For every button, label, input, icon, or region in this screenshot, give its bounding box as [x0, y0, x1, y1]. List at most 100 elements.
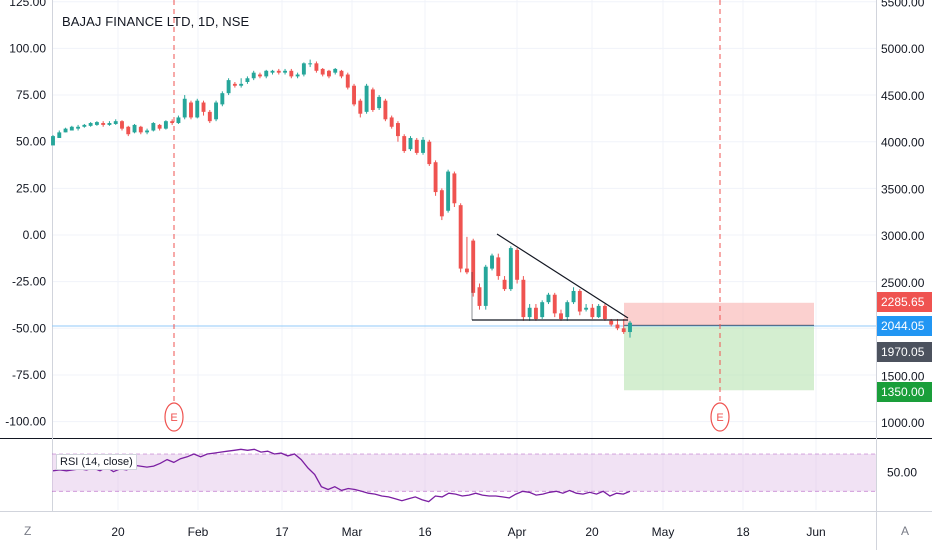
candle-body	[452, 173, 457, 204]
candle-body	[245, 78, 250, 82]
candle-body	[276, 70, 281, 73]
candle-body	[446, 171, 451, 211]
candle-body	[396, 123, 400, 137]
candle-body	[170, 121, 175, 124]
left-axis-tick: 125.00	[9, 0, 46, 9]
earnings-marker-icon	[164, 402, 184, 432]
right-axis-tick: 1000.00	[881, 416, 925, 430]
left-axis-tick: 0.00	[23, 228, 47, 242]
time-axis-tick: Feb	[188, 525, 209, 539]
candle-body	[577, 290, 582, 312]
candle-body	[163, 121, 168, 129]
price-label: 1350.00	[881, 385, 925, 399]
right-axis-tick: 1500.00	[881, 369, 925, 383]
candle-body	[433, 162, 438, 193]
candle-body	[258, 74, 262, 77]
time-axis-tick: 17	[275, 525, 289, 539]
zoom-button[interactable]: Z	[24, 524, 32, 538]
take-profit-zone	[624, 325, 814, 391]
candle-body	[559, 313, 563, 319]
candle-body	[439, 190, 444, 217]
candle-body	[270, 70, 275, 73]
candle-body	[584, 307, 589, 310]
candle-body	[352, 85, 356, 105]
candle-body	[565, 302, 570, 318]
candle-body	[464, 268, 469, 273]
right-axis-tick: 2500.00	[881, 276, 925, 290]
candle-body	[458, 205, 463, 269]
candle-body	[220, 93, 225, 105]
left-axis-tick: 50.00	[16, 135, 46, 149]
candle-body	[364, 85, 369, 112]
candle-body	[333, 68, 338, 73]
candle-body	[320, 68, 325, 75]
price-label-bg	[877, 316, 932, 336]
candle-body	[107, 123, 112, 125]
auto-scale-button[interactable]: A	[901, 524, 910, 538]
rsi-legend[interactable]: RSI (14, close)	[56, 454, 137, 470]
left-axis-tick: 25.00	[16, 181, 46, 195]
candle-body	[421, 139, 425, 153]
candle-body	[621, 328, 626, 333]
candle-body	[157, 124, 162, 129]
candle-body	[189, 102, 193, 118]
candle-body	[327, 70, 331, 77]
candle-body	[408, 137, 413, 150]
price-label: 1970.05	[881, 345, 925, 359]
candle-body	[295, 74, 300, 77]
price-label: 2285.65	[881, 295, 925, 309]
candle-body	[345, 74, 350, 88]
candle-body	[602, 305, 607, 319]
candle-body	[490, 255, 494, 269]
candle-body	[76, 126, 81, 129]
time-axis-tick: 16	[418, 525, 432, 539]
candle-body	[571, 290, 576, 303]
right-axis-tick: 5000.00	[881, 42, 925, 56]
time-axis-tick: 20	[585, 525, 599, 539]
candle-body	[402, 136, 407, 152]
time-axis-tick: Mar	[342, 525, 363, 539]
candle-body	[132, 124, 137, 133]
candle-body	[57, 132, 62, 138]
candle-body	[615, 324, 620, 329]
candle-body	[201, 102, 206, 112]
candle-body	[151, 123, 156, 131]
candle-body	[314, 63, 319, 71]
left-axis-tick: -50.00	[12, 321, 46, 335]
candle-body	[251, 72, 256, 79]
candle-body	[182, 98, 187, 118]
candle-body	[377, 96, 382, 109]
candle-body	[120, 121, 124, 129]
right-axis-tick: 3000.00	[881, 229, 925, 243]
time-axis-tick: Jun	[806, 525, 825, 539]
candle-body	[226, 80, 231, 94]
left-axis-tick: -100.00	[5, 415, 46, 429]
candle-body	[308, 63, 313, 65]
candle-body	[552, 294, 557, 314]
candle-body	[214, 102, 219, 120]
price-label: 2044.05	[881, 319, 925, 333]
price-label-bg	[877, 382, 932, 402]
candle-body	[502, 279, 507, 290]
time-axis-tick: 18	[736, 525, 750, 539]
candle-body	[533, 307, 538, 319]
candle-body	[145, 130, 150, 133]
candle-body	[301, 63, 306, 75]
earnings-marker-label: E	[170, 412, 177, 424]
candle-body	[483, 266, 488, 306]
candle-body	[176, 117, 181, 124]
left-axis-tick: 75.00	[16, 88, 46, 102]
candle-body	[283, 70, 287, 73]
chart-title: BAJAJ FINANCE LTD, 1D, NSE	[62, 14, 250, 29]
candle-body	[69, 126, 74, 131]
earnings-marker-label: E	[716, 412, 723, 424]
candle-body	[508, 248, 513, 290]
left-axis-tick: -75.00	[12, 368, 46, 382]
candle-body	[477, 287, 482, 306]
right-axis-tick: 4000.00	[881, 136, 925, 150]
rsi-line	[52, 448, 631, 503]
candle-body	[264, 70, 269, 77]
candle-body	[358, 100, 363, 114]
candle-body	[471, 240, 476, 293]
